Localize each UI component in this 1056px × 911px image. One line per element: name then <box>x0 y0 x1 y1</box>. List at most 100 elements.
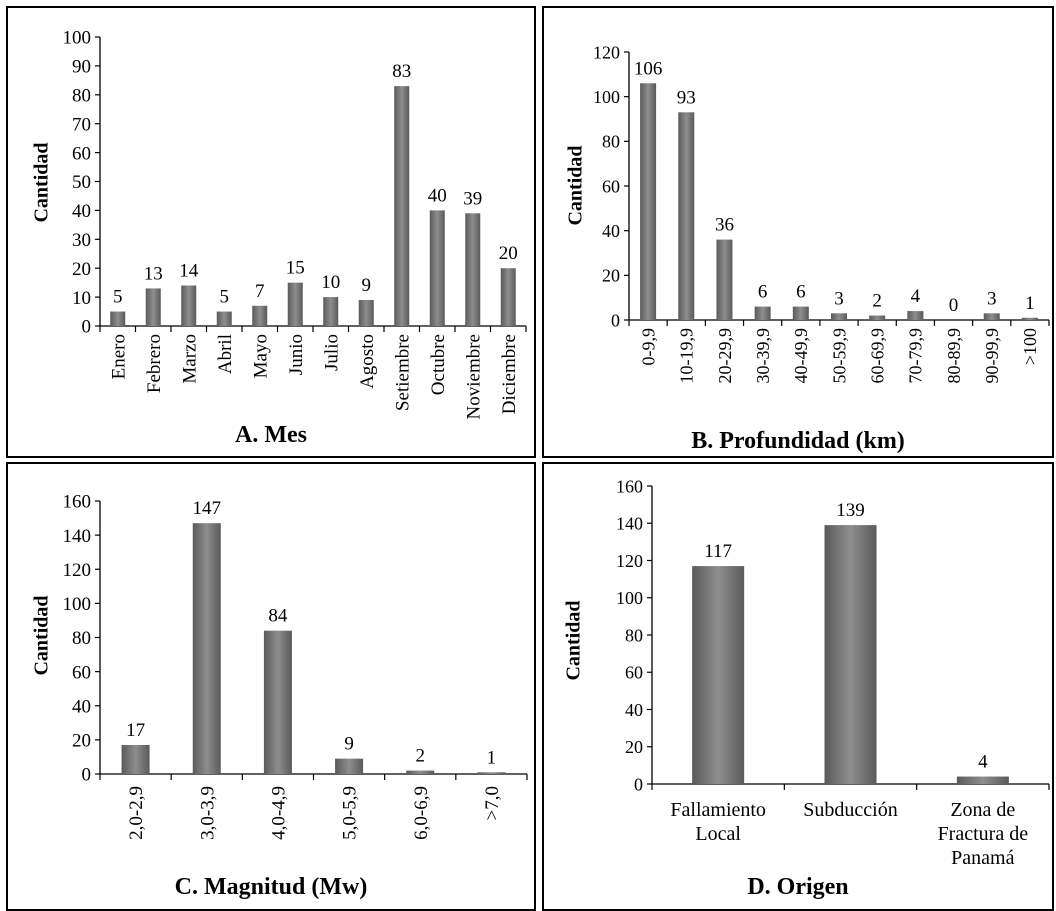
chart-panel-profundidad: 0 20 40 60 80 100 120 106 0-9,9 93 10-19,9 36 20-29,… <box>542 6 1054 458</box>
x-tick-label: 2,0-2,9 <box>126 786 147 840</box>
y-tick-label: 0 <box>82 765 92 786</box>
x-tick-label: 30-39,9 <box>753 328 773 384</box>
x-tick-label: 6,0-6,9 <box>411 786 432 840</box>
y-tick-label: 60 <box>602 176 620 196</box>
data-label: 2 <box>872 291 882 312</box>
chart-panel-origen: 0 20 40 60 80 100 120 140 160 117 Fallamiento Local… <box>542 462 1054 911</box>
bar <box>216 311 232 326</box>
y-tick-label: 40 <box>625 700 643 720</box>
y-tick-label: 60 <box>72 662 91 683</box>
x-tick-label: 50-59,9 <box>829 328 849 384</box>
y-tick-label: 80 <box>625 625 643 645</box>
bar <box>263 630 292 774</box>
chart-magnitud-title: C. Magnitud (Mw) <box>174 874 368 900</box>
bar <box>335 758 364 774</box>
data-label: 6 <box>796 282 806 303</box>
data-label: 4 <box>978 752 988 773</box>
x-tick-label: Junio <box>286 334 307 375</box>
data-label: 139 <box>836 500 865 521</box>
y-tick-label: 160 <box>616 476 643 496</box>
bar <box>692 566 745 784</box>
data-label: 9 <box>362 275 372 296</box>
y-tick-label: 120 <box>63 560 92 581</box>
chart-panel-magnitud: 0 20 40 60 80 100 120 140 160 17 2,0-2,9 147 3,0-3,9… <box>6 462 536 911</box>
x-tick-label: Mayo <box>250 334 271 378</box>
y-tick-label: 40 <box>72 696 91 717</box>
y-tick-label: 100 <box>593 87 620 107</box>
bar <box>252 305 268 326</box>
bar <box>358 299 374 326</box>
data-label: 17 <box>126 720 145 741</box>
bar <box>678 112 695 320</box>
x-tick-label: 80-89,9 <box>944 328 964 384</box>
x-tick-label: Zona de Fractura de Panamá <box>938 799 1029 869</box>
data-label: 5 <box>220 287 230 308</box>
data-label: 9 <box>344 734 354 755</box>
x-tick-label: Setiembre <box>392 334 413 411</box>
bar <box>869 315 886 320</box>
data-label: 14 <box>179 261 199 282</box>
y-tick-label: 160 <box>63 492 92 513</box>
x-tick-label: Abril <box>215 334 236 374</box>
data-label: 3 <box>834 288 844 309</box>
y-tick-label: 80 <box>72 85 91 106</box>
bar <box>121 744 150 774</box>
x-tick-label: 40-49,9 <box>791 328 811 384</box>
data-label: 83 <box>392 61 411 82</box>
bar <box>429 210 445 326</box>
data-label: 1 <box>487 747 497 768</box>
y-tick-label: 60 <box>72 143 91 164</box>
x-tick-label: 20-29,9 <box>715 328 735 384</box>
chart-panel-mes: 0 10 20 30 40 50 60 70 80 90 100 5 Enero 13 Febrero 14 M… <box>6 6 536 458</box>
y-tick-label: 140 <box>616 514 643 534</box>
x-tick-label: Subducción <box>803 799 897 821</box>
x-tick-label: Julio <box>321 334 342 371</box>
chart-origen-title: D. Origen <box>747 874 849 900</box>
bar <box>110 311 126 326</box>
bar <box>640 83 657 321</box>
x-tick-label: 70-79,9 <box>906 328 926 384</box>
y-tick-label: 120 <box>616 551 643 571</box>
x-tick-label: Enero <box>108 334 129 379</box>
x-tick-label: 0-9,9 <box>638 328 658 366</box>
bar <box>287 282 303 326</box>
chart-magnitud-plot: 0 20 40 60 80 100 120 140 160 17 2,0-2,9 147 3,0-3,9… <box>63 492 528 840</box>
bar <box>792 306 809 320</box>
bar <box>956 776 1009 784</box>
data-label: 3 <box>987 288 997 309</box>
data-label: 13 <box>144 263 163 284</box>
chart-origen-y-axis-label: Cantidad <box>562 600 585 681</box>
chart-profundidad-plot: 0204060801001201060-9,99310-19,93620-29,… <box>593 42 1050 384</box>
y-tick-label: 100 <box>63 594 92 615</box>
y-tick-label: 90 <box>72 57 91 78</box>
y-tick-label: 0 <box>82 317 92 338</box>
x-tick-label: Octubre <box>428 334 449 395</box>
y-tick-label: 80 <box>602 132 620 152</box>
x-tick-label: 4,0-4,9 <box>269 786 290 840</box>
chart-mes-title: A. Mes <box>235 422 307 448</box>
x-tick-label: 3,0-3,9 <box>197 786 218 840</box>
chart-origen-plot: 0 20 40 60 80 100 120 140 160 117 Fallamiento Local… <box>616 476 1050 869</box>
x-tick-label: Fallamiento Local <box>670 799 766 845</box>
x-tick-label: 90-99,9 <box>982 328 1002 384</box>
y-tick-label: 40 <box>602 221 620 241</box>
bar <box>477 772 506 774</box>
x-tick-label: Diciembre <box>499 334 520 414</box>
y-tick-label: 20 <box>625 737 643 757</box>
y-tick-label: 10 <box>72 288 91 309</box>
y-tick-label: 40 <box>72 201 91 222</box>
data-label: 20 <box>499 243 518 264</box>
data-label: 15 <box>286 258 305 279</box>
y-tick-label: 70 <box>72 114 91 135</box>
data-label: 0 <box>949 295 959 316</box>
chart-profundidad-title: B. Profundidad (km) <box>691 428 905 454</box>
chart-profundidad-y-axis-label: Cantidad <box>564 145 587 226</box>
y-tick-label: 80 <box>72 628 91 649</box>
y-tick-label: 60 <box>625 663 643 683</box>
data-label: 7 <box>255 281 265 302</box>
data-label: 1 <box>1025 293 1035 314</box>
y-tick-label: 0 <box>611 310 620 330</box>
bar <box>754 306 771 320</box>
chart-magnitud-y-axis-label: Cantidad <box>30 595 53 676</box>
data-label: 5 <box>113 287 123 308</box>
